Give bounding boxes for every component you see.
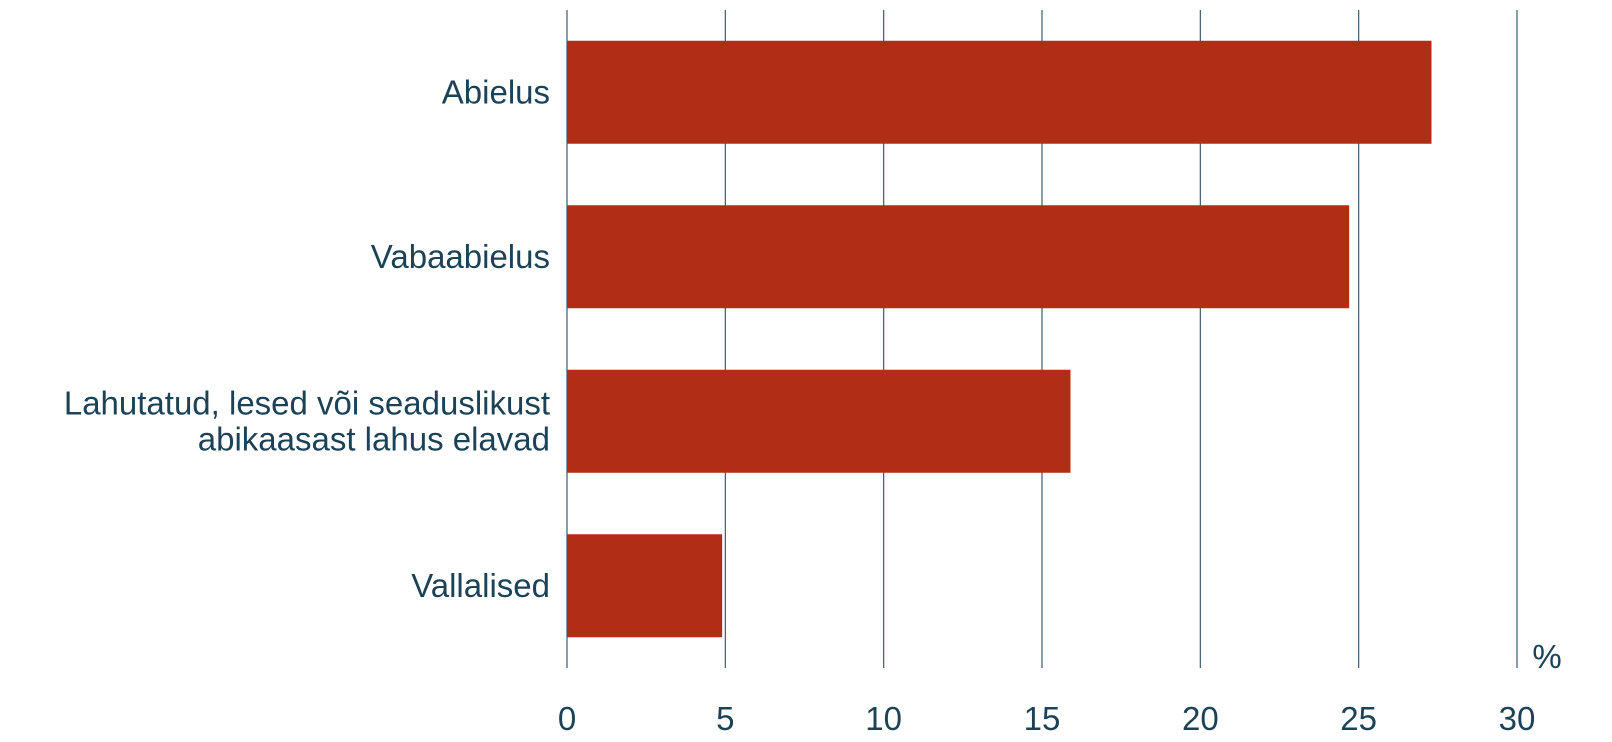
category-label-line: Abielus: [442, 73, 550, 110]
x-tick-label-5: 5: [716, 700, 734, 737]
x-tick-label-10: 10: [865, 700, 902, 737]
category-label-1: Vabaabielus: [371, 238, 550, 275]
category-labels: Abielus Vabaabielus Lahutatud, lesed või s…: [64, 73, 550, 604]
x-tick-label-15: 15: [1024, 700, 1061, 737]
bar-3: [567, 534, 723, 638]
x-tick-label-20: 20: [1182, 700, 1219, 737]
bar-2: [567, 369, 1071, 473]
x-tick-labels: 0 5 10 15 20 25 30: [558, 700, 1536, 737]
category-label-line: Vallalised: [411, 567, 550, 604]
x-tick-label-0: 0: [558, 700, 576, 737]
category-label-0: Abielus: [442, 73, 550, 110]
category-label-line: Lahutatud, lesed või seaduslikust: [64, 384, 550, 421]
x-tick-label-30: 30: [1499, 700, 1536, 737]
bar-1: [567, 205, 1350, 309]
bar-0: [567, 40, 1432, 144]
category-label-3: Vallalised: [411, 567, 550, 604]
category-label-line: abikaasast lahus elavad: [198, 420, 550, 457]
bars: [567, 40, 1432, 638]
x-unit-label: %: [1532, 638, 1561, 675]
x-tick-label-25: 25: [1340, 700, 1377, 737]
category-label-2: Lahutatud, lesed või seaduslikust abikaas…: [64, 384, 550, 457]
category-label-line: Vabaabielus: [371, 238, 550, 275]
